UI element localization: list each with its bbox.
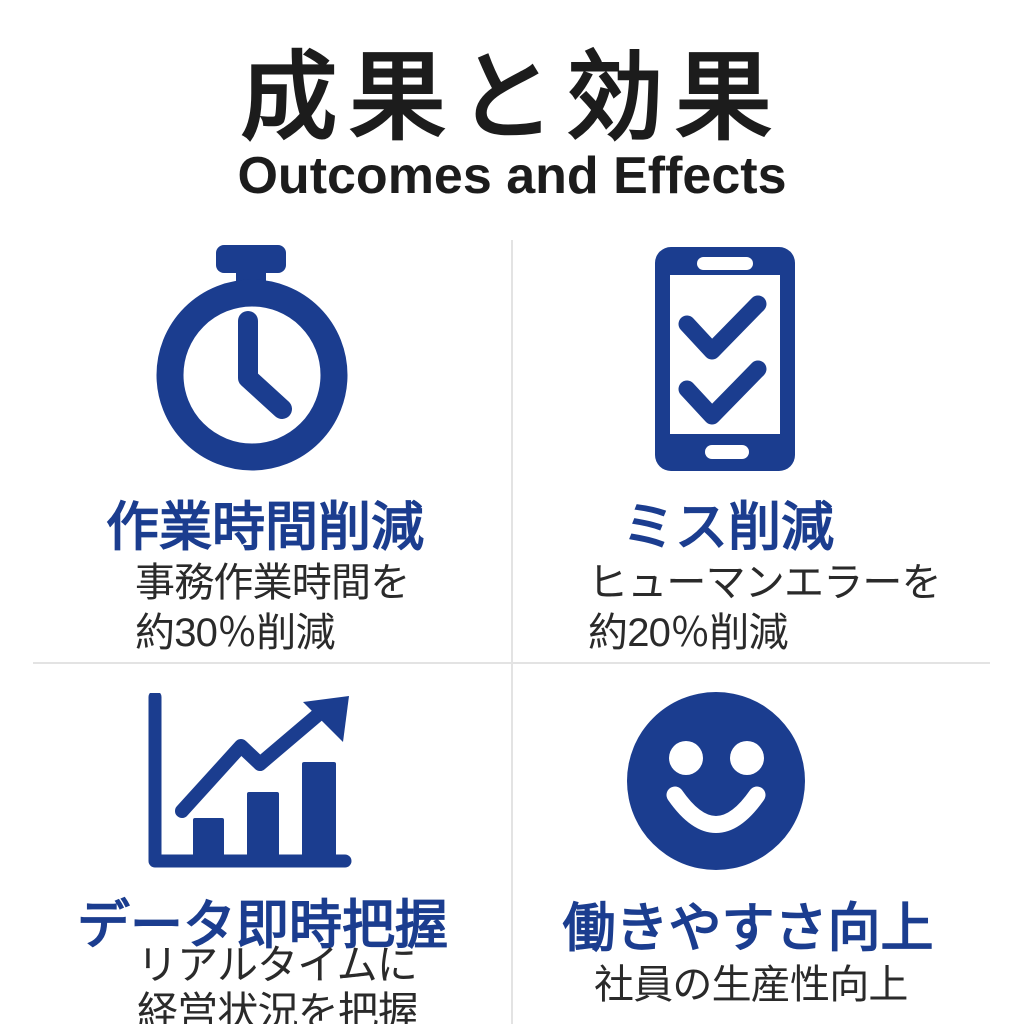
horizontal-divider [33,662,990,664]
description-line: 約20％削減 [588,611,789,655]
quadrant-work-time-reduction: 作業時間削減 事務作業時間を 約30％削減 [0,240,511,662]
vertical-divider [511,240,513,1024]
description-line: 事務作業時間を [135,561,410,605]
smiley-face-icon [627,692,805,870]
description-line: リアルタイムに [137,942,418,988]
smartphone-checklist-icon [655,247,795,471]
quadrant-title: ミス削減 [622,498,834,557]
quadrant-realtime-data-grasp: データ即時把握 リアルタイムに 経営状況を把握 [0,664,511,1024]
quadrant-workability-improvement: 働きやすさ向上 社員の生産性向上 [513,664,1024,1024]
quadrant-description: ヒューマンエラーを 約20％削減 [588,558,942,658]
quadrant-description: リアルタイムに 経営状況を把握 [137,942,419,1024]
quadrant-title: データ即時把握 [77,896,448,955]
stopwatch-icon [156,245,348,471]
description-line: 社員の生産性向上 [594,963,908,1007]
rising-bar-chart-icon [148,693,352,868]
quadrant-description: 事務作業時間を 約30％削減 [135,558,410,658]
description-line: ヒューマンエラーを [588,561,942,605]
description-line: 経営状況を把握 [137,989,419,1024]
quadrant-title: 働きやすさ向上 [562,899,934,958]
quadrant-mistake-reduction: ミス削減 ヒューマンエラーを 約20％削減 [513,240,1024,662]
quadrant-description: 社員の生産性向上 [594,960,908,1010]
quadrant-title: 作業時間削減 [106,498,424,557]
page-title: 成果と効果 [240,43,784,152]
description-line: 約30％削減 [135,611,336,655]
page-subtitle: Outcomes and Effects [237,147,787,205]
